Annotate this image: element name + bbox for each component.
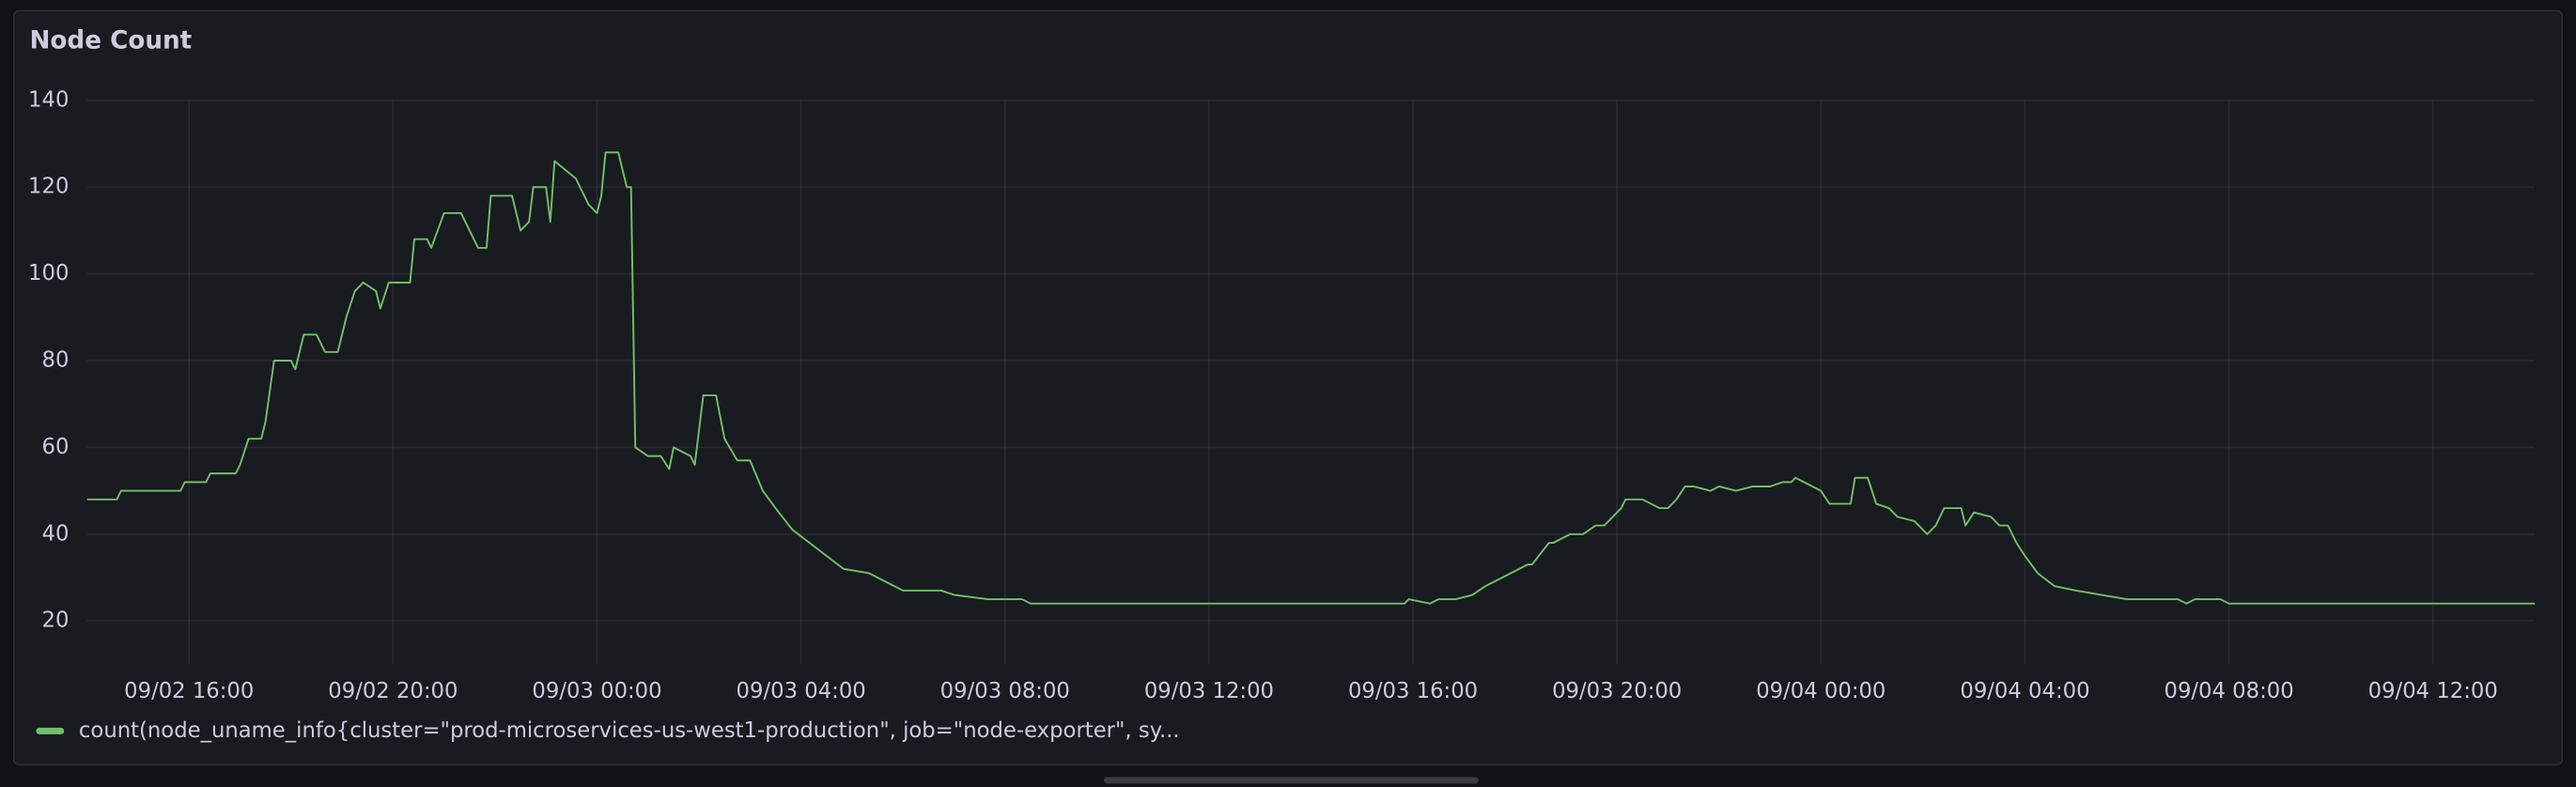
x-tick-label: 09/04 08:00 (2164, 679, 2293, 703)
legend-label[interactable]: count(node_uname_info{cluster="prod-micr… (79, 718, 1180, 743)
y-tick-label: 120 (28, 175, 69, 199)
y-tick-label: 100 (28, 261, 69, 285)
x-tick-label: 09/03 04:00 (737, 679, 866, 703)
scrollbar[interactable] (1104, 777, 1479, 784)
x-tick-label: 09/03 12:00 (1144, 679, 1274, 703)
x-tick-label: 09/03 20:00 (1552, 679, 1682, 703)
y-tick-label: 80 (42, 348, 70, 373)
y-tick-label: 140 (28, 87, 69, 112)
x-tick-label: 09/02 20:00 (328, 679, 458, 703)
x-tick-label: 09/03 00:00 (532, 679, 661, 703)
plot-area: 20 40 60 80 100 120 140 09/02 16:00 09/02 20:00 0… (28, 87, 2536, 743)
y-tick-label: 40 (42, 521, 70, 546)
series-line (86, 151, 2536, 605)
x-tick-label: 09/03 08:00 (940, 679, 1070, 703)
x-tick-label: 09/02 16:00 (124, 679, 254, 703)
x-tick-label: 09/03 16:00 (1348, 679, 1478, 703)
x-tick-label: 09/04 04:00 (1960, 679, 2089, 703)
panel (12, 9, 2564, 766)
x-tick-label: 09/04 00:00 (1756, 679, 1885, 703)
panel-title: Node Count (29, 26, 192, 54)
x-tick-label: 09/04 12:00 (2368, 679, 2498, 703)
y-tick-label: 20 (42, 609, 70, 633)
y-tick-label: 60 (42, 435, 70, 459)
